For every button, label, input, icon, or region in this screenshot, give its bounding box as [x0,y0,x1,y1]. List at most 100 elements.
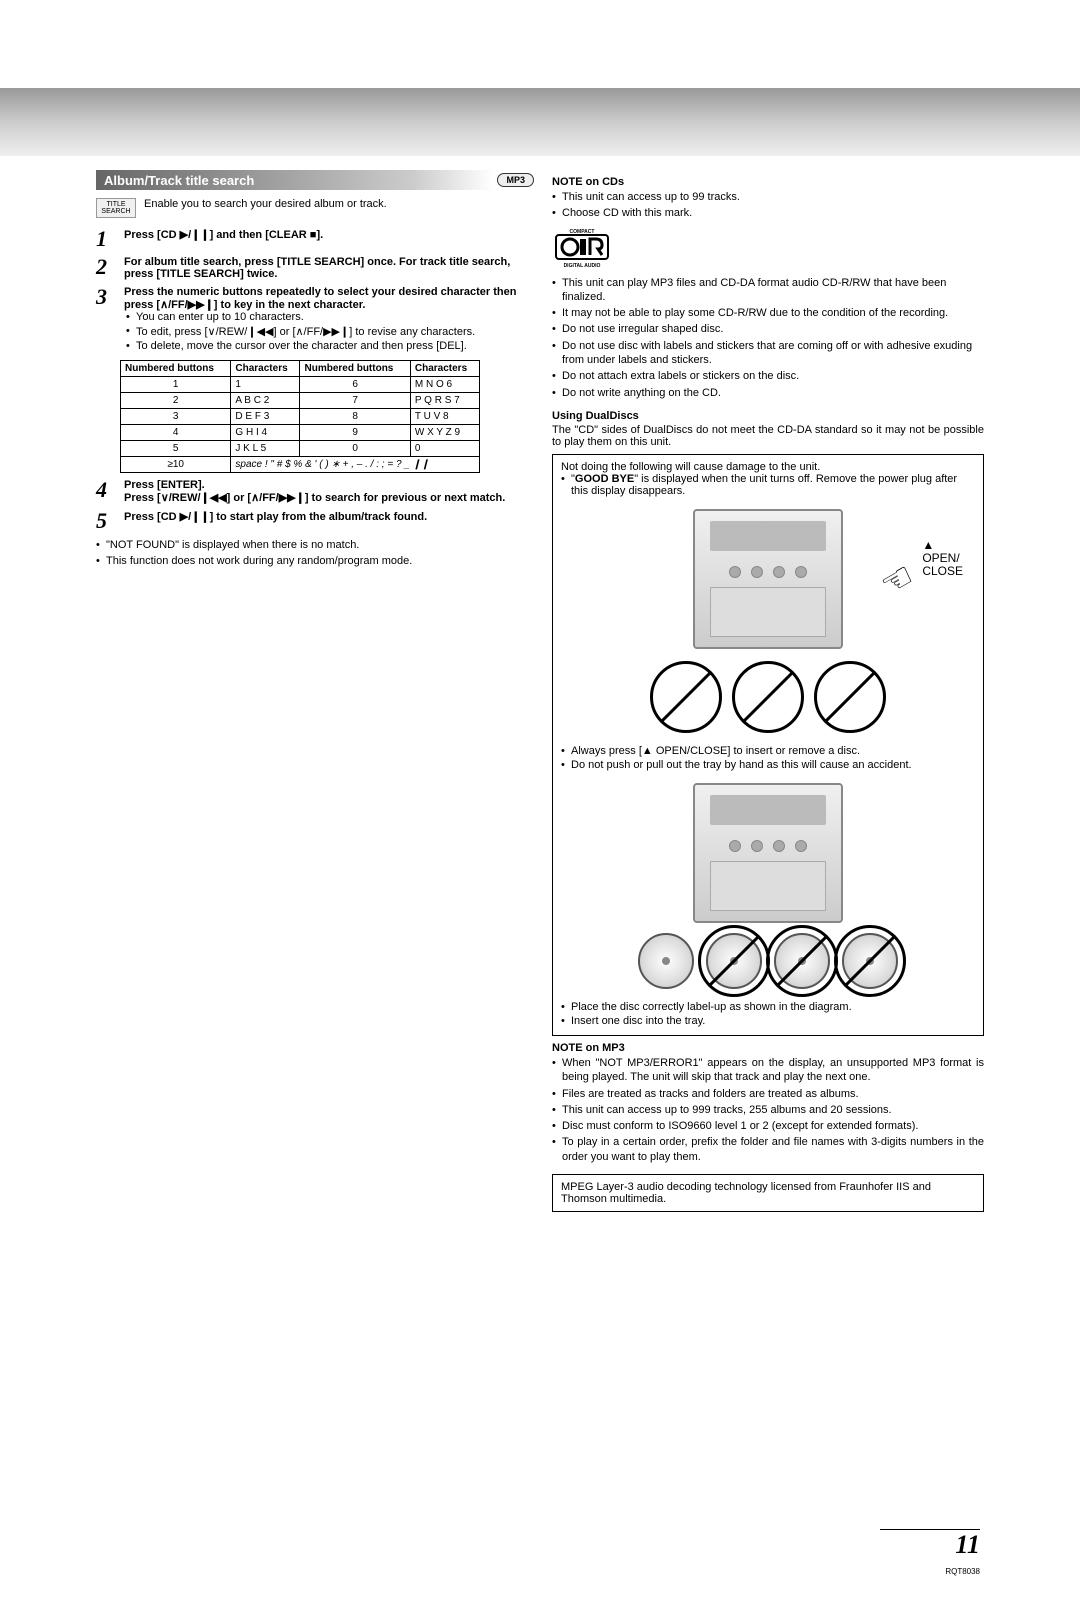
note-cds-list: This unit can play MP3 files and CD-DA f… [552,276,984,400]
cell: 0 [410,441,479,457]
page-content: Album/Track title search MP3 TITLE SEARC… [0,156,1080,1218]
after-steps-notes: "NOT FOUND" is displayed when there is n… [96,538,534,569]
note-item: When "NOT MP3/ERROR1" appears on the dis… [552,1056,984,1085]
stereo-unit-icon [693,783,843,923]
step-1: 1 Press [CD ▶/❙❙] and then [CLEAR ■]. [96,228,534,250]
compact-disc-logo: COMPACT DIGITAL AUDIO [552,225,984,272]
cell: A B C 2 [231,393,300,409]
top-banner [0,88,1080,156]
note-item: Disc must conform to ISO9660 level 1 or … [552,1119,984,1133]
disc-prohibit [842,933,898,989]
note-item: Do not push or pull out the tray by hand… [561,759,975,771]
note-mp3-list: When "NOT MP3/ERROR1" appears on the dis… [552,1056,984,1164]
note-cds-top: This unit can access up to 99 tracks. Ch… [552,190,984,221]
cell: D E F 3 [231,409,300,425]
note-item: This unit can access up to 99 tracks. [552,190,984,204]
doc-code: RQT8038 [945,1567,980,1576]
step-text: For album title search, press [TITLE SEA… [124,256,510,280]
step-3: 3 Press the numeric buttons repeatedly t… [96,286,534,354]
step-2: 2 For album title search, press [TITLE S… [96,256,534,280]
warning-box-1: Not doing the following will cause damag… [552,454,984,1036]
table-row-last: ≥10 space ! " # $ % & ' ( ) ∗ + , – . / … [121,457,480,473]
cell: M N O 6 [410,377,479,393]
intro-row: TITLE SEARCH Enable you to search your d… [96,198,534,218]
step-num: 1 [96,228,114,250]
note-item: This unit can play MP3 files and CD-DA f… [552,276,984,305]
dualdiscs-text: The "CD" sides of DualDiscs do not meet … [552,424,984,448]
step-text: Press [ENTER]. Press [∨/REW/❙◀◀] or [∧/F… [124,479,505,504]
cell: 0 [300,441,410,457]
prohibit-icon [650,661,722,733]
step-4: 4 Press [ENTER]. Press [∨/REW/❙◀◀] or [∧… [96,479,534,504]
step-5: 5 Press [CD ▶/❙❙] to start play from the… [96,510,534,532]
disc-insert-diagram [561,779,975,993]
step-text: Press the numeric buttons repeatedly to … [124,286,516,311]
sub-item: To edit, press [∨/REW/❙◀◀] or [∧/FF/▶▶❙]… [124,325,534,338]
table-row: 4G H I 49W X Y Z 9 [121,425,480,441]
step-text: Press [CD ▶/❙❙] and then [CLEAR ■]. [124,229,323,241]
sub-item: To delete, move the cursor over the char… [124,340,534,352]
right-column: NOTE on CDs This unit can access up to 9… [552,170,984,1218]
step-num: 3 [96,286,114,308]
cell: 9 [300,425,410,441]
prohibit-row [650,661,886,733]
title-search-button-icon: TITLE SEARCH [96,198,136,218]
note-item: This function does not work during any r… [96,554,534,568]
mp3-badge: MP3 [497,173,534,187]
note-cds-heading: NOTE on CDs [552,176,984,188]
note-item: Insert one disc into the tray. [561,1015,975,1027]
disc-prohibit [774,933,830,989]
cell: 6 [300,377,410,393]
left-column: Album/Track title search MP3 TITLE SEARC… [96,170,534,1218]
col-header: Characters [231,361,300,377]
cell: space ! " # $ % & ' ( ) ∗ + , – . / : ; … [231,457,480,473]
step-num: 2 [96,256,114,278]
cell: 2 [121,393,231,409]
pointing-finger-icon: ☜ [872,554,921,607]
section-heading: Album/Track title search [96,170,493,190]
table-row: 2A B C 27P Q R S 7 [121,393,480,409]
intro-text: Enable you to search your desired album … [144,198,387,210]
note-item: Choose CD with this mark. [552,206,984,220]
note-item: It may not be able to play some CD-R/RW … [552,306,984,320]
cell: ≥10 [121,457,231,473]
disc-row [638,933,898,989]
step-text: Press [CD ▶/❙❙] to start play from the a… [124,511,427,523]
character-table: Numbered buttons Characters Numbered but… [120,360,480,473]
table-header-row: Numbered buttons Characters Numbered but… [121,361,480,377]
col-header: Characters [410,361,479,377]
step-3-sublist: You can enter up to 10 characters. To ed… [124,311,534,352]
note-item: Place the disc correctly label-up as sho… [561,1001,975,1013]
cell: 5 [121,441,231,457]
table-row: 5J K L 500 [121,441,480,457]
open-close-diagram: ▲ OPEN/ CLOSE ☜ [561,505,975,737]
note-item: Always press [▲ OPEN/CLOSE] to insert or… [561,745,975,757]
cell: T U V 8 [410,409,479,425]
cell: P Q R S 7 [410,393,479,409]
cell: 8 [300,409,410,425]
section-heading-row: Album/Track title search MP3 [96,170,534,190]
note-item: Files are treated as tracks and folders … [552,1087,984,1101]
prohibit-icon [732,661,804,733]
warning-intro: Not doing the following will cause damag… [561,461,975,473]
note-item: This unit can access up to 999 tracks, 2… [552,1103,984,1117]
cell: 4 [121,425,231,441]
dualdiscs-heading: Using DualDiscs [552,410,984,422]
prohibit-icon [814,661,886,733]
stereo-unit-icon [693,509,843,649]
note-item: "NOT FOUND" is displayed when there is n… [96,538,534,552]
step-num: 4 [96,479,114,501]
table-row: 3D E F 38T U V 8 [121,409,480,425]
disc-correct [638,933,694,989]
cell: G H I 4 [231,425,300,441]
warning-item: "GOOD BYE" is displayed when the unit tu… [561,473,975,497]
page-number: 11 [955,1530,980,1560]
col-header: Numbered buttons [121,361,231,377]
note-item: To play in a certain order, prefix the f… [552,1135,984,1164]
note-mp3-heading: NOTE on MP3 [552,1042,984,1054]
cell: 1 [121,377,231,393]
col-header: Numbered buttons [300,361,410,377]
note-item: Do not use disc with labels and stickers… [552,339,984,368]
step-num: 5 [96,510,114,532]
logo-text-bot: DIGITAL AUDIO [564,263,601,269]
